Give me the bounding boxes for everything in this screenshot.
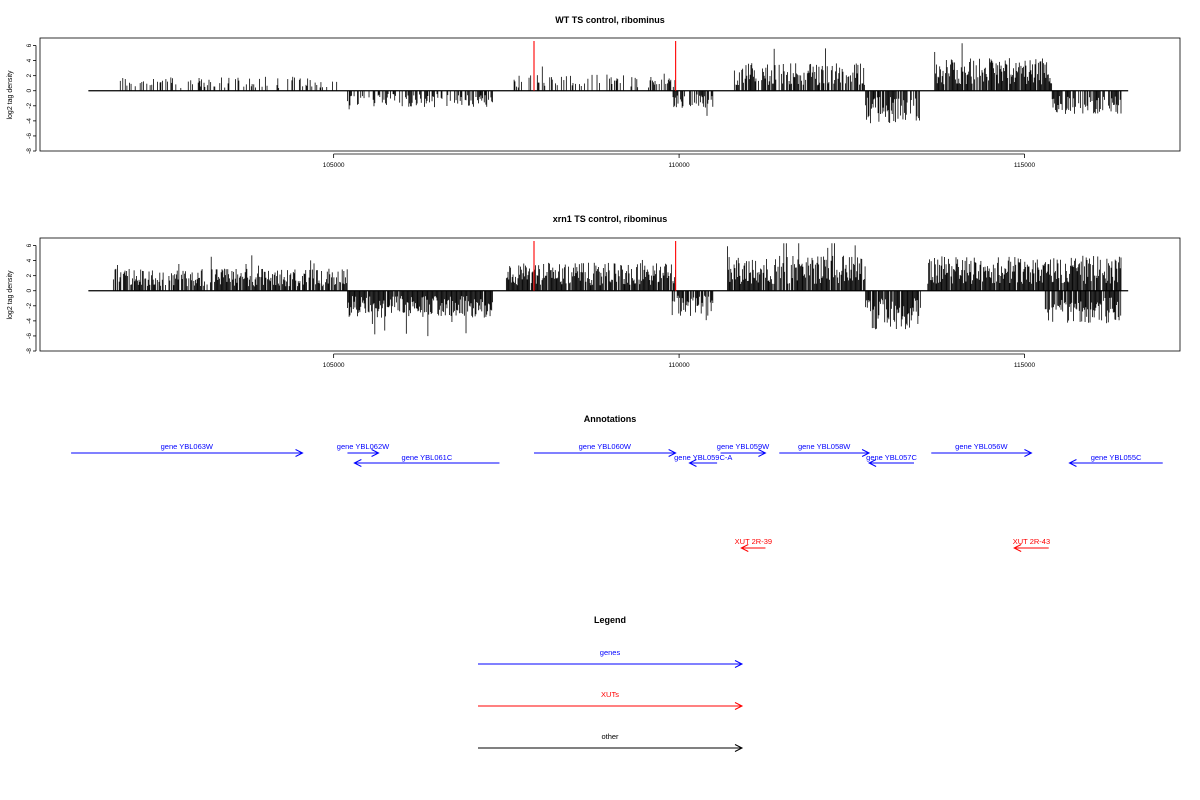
legend-items: genes XUTs other	[478, 648, 744, 752]
y-tick-label: -4	[26, 318, 33, 324]
annotations-track: Annotations gene YBL063W gene YBL062Wgene…	[71, 414, 1163, 552]
feature-arrowhead	[1024, 449, 1033, 457]
legend-item-other: other	[478, 732, 744, 752]
wt-y-axis-label: log2 tag density	[7, 70, 14, 120]
annotation-features: gene YBL063W gene YBL062W gene YBL061C gene…	[71, 442, 1163, 552]
legend-arrowhead	[734, 744, 744, 752]
feature-label: gene YBL056W	[955, 442, 1008, 451]
feature-arrowhead	[353, 459, 362, 467]
legend-label: other	[601, 732, 619, 741]
feature-arrowhead	[1068, 459, 1077, 467]
legend-label: genes	[600, 648, 621, 657]
x-tick-label: 105000	[323, 362, 345, 369]
xrn1-plot-frame	[39, 237, 1181, 352]
legend-arrowhead	[734, 660, 744, 668]
feature-arrowhead	[740, 544, 749, 552]
xrn1-track-panel: xrn1 TS control, ribominus log2 tag dens…	[7, 214, 1181, 369]
legend-label: XUTs	[601, 690, 619, 699]
wt-track-title: WT TS control, ribominus	[555, 15, 665, 25]
x-tick-label: 115000	[1014, 362, 1036, 369]
y-tick-label: -2	[26, 303, 33, 309]
y-tick-label: 4	[26, 258, 33, 262]
x-tick-label: 115000	[1014, 162, 1036, 169]
gene-feature: gene YBL058W	[779, 442, 871, 457]
feature-label: gene YBL055C	[1091, 453, 1142, 462]
wt-y-axis: 6 4 2 0 -2 -4 -6 -8	[26, 43, 37, 154]
legend-arrowhead	[734, 702, 744, 710]
xut-feature: XUT 2R-43	[1013, 537, 1050, 552]
gene-feature: gene YBL059C-A	[674, 453, 732, 467]
wt-track-panel: WT TS control, ribominus log2 tag densit…	[7, 15, 1181, 169]
y-tick-label: 0	[26, 289, 33, 293]
feature-label: gene YBL063W	[161, 442, 214, 451]
y-tick-label: 4	[26, 58, 33, 62]
feature-label: gene YBL059C-A	[674, 453, 732, 462]
y-tick-label: -8	[26, 148, 33, 154]
xrn1-track-title: xrn1 TS control, ribominus	[553, 214, 668, 224]
legend-item-gene: genes	[478, 648, 744, 668]
wt-plot-frame	[39, 37, 1181, 152]
legend: Legend genes XUTs other	[478, 615, 744, 752]
gene-feature: gene YBL063W	[71, 442, 304, 457]
annotations-title: Annotations	[584, 414, 637, 424]
gene-feature: gene YBL060W	[534, 442, 677, 457]
feature-arrowhead	[668, 449, 677, 457]
gene-feature: gene YBL055C	[1068, 453, 1163, 467]
gene-feature: gene YBL057C	[866, 453, 917, 467]
legend-item-xut: XUTs	[478, 690, 744, 710]
gene-feature: gene YBL062W	[337, 442, 390, 457]
y-tick-label: 6	[26, 43, 33, 47]
feature-label: gene YBL057C	[866, 453, 917, 462]
feature-label: gene YBL061C	[402, 453, 453, 462]
xrn1-x-axis: 105000 110000 115000	[323, 353, 1036, 369]
xrn1-signal-bars	[88, 241, 1129, 337]
y-tick-label: 2	[26, 273, 33, 277]
y-tick-label: 6	[26, 243, 33, 247]
y-tick-label: 2	[26, 73, 33, 77]
wt-x-axis: 105000 110000 115000	[323, 153, 1036, 169]
feature-arrowhead	[371, 449, 380, 457]
feature-label: gene YBL059W	[717, 442, 770, 451]
gene-feature: gene YBL056W	[931, 442, 1033, 457]
xut-feature: XUT 2R-39	[735, 537, 772, 552]
y-tick-label: -6	[26, 133, 33, 139]
feature-label: gene YBL062W	[337, 442, 390, 451]
xrn1-y-axis-label: log2 tag density	[7, 270, 14, 320]
feature-label: gene YBL058W	[798, 442, 851, 451]
x-tick-label: 105000	[323, 162, 345, 169]
xrn1-y-axis: 6 4 2 0 -2 -4 -6 -8	[26, 243, 37, 354]
x-tick-label: 110000	[668, 162, 690, 169]
y-tick-label: -4	[26, 118, 33, 124]
y-tick-label: 0	[26, 89, 33, 93]
feature-label: gene YBL060W	[579, 442, 632, 451]
feature-label: XUT 2R-39	[735, 537, 772, 546]
feature-arrowhead	[688, 459, 697, 467]
feature-label: XUT 2R-43	[1013, 537, 1050, 546]
feature-arrowhead	[295, 449, 304, 457]
feature-arrowhead	[867, 459, 877, 467]
wt-signal-bars	[88, 41, 1129, 124]
feature-arrowhead	[1013, 544, 1022, 552]
feature-arrowhead	[758, 449, 767, 457]
gene-feature: gene YBL059W	[717, 442, 770, 457]
gene-feature: gene YBL061C	[353, 453, 500, 467]
y-tick-label: -8	[26, 348, 33, 354]
feature-arrowhead	[861, 449, 871, 457]
x-tick-label: 110000	[668, 362, 690, 369]
y-tick-label: -6	[26, 333, 33, 339]
y-tick-label: -2	[26, 103, 33, 109]
legend-title: Legend	[594, 615, 626, 625]
